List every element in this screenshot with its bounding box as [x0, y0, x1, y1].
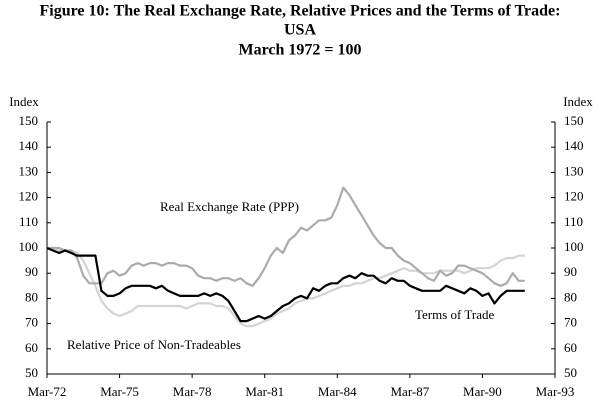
- y2-tick-label: 70: [564, 315, 577, 330]
- y-tick-label: 140: [19, 138, 39, 153]
- x-tick-label: Mar-78: [173, 384, 212, 399]
- series-label: Terms of Trade: [415, 307, 494, 322]
- x-tick-label: Mar-90: [463, 384, 502, 399]
- y2-tick-label: 110: [564, 214, 583, 229]
- x-tick-label: Mar-93: [536, 384, 575, 399]
- chart-title: March 1972 = 100: [238, 42, 361, 59]
- y-tick-label: 60: [25, 340, 38, 355]
- x-tick-label: Mar-75: [100, 384, 139, 399]
- y-tick-label: 150: [19, 113, 39, 128]
- y2-tick-label: 60: [564, 340, 577, 355]
- y2-tick-label: 140: [564, 138, 584, 153]
- y2-tick-label: 120: [564, 189, 584, 204]
- chart-title: Figure 10: The Real Exchange Rate, Relat…: [40, 3, 561, 20]
- y2-tick-label: 50: [564, 365, 577, 380]
- line-series: [47, 186, 525, 287]
- y-tick-label: 120: [19, 189, 39, 204]
- series-label: Relative Price of Non-Tradeables: [67, 337, 241, 352]
- y-tick-label: 110: [19, 214, 38, 229]
- x-tick-label: Mar-81: [245, 384, 284, 399]
- y2-tick-label: 130: [564, 163, 584, 178]
- y-tick-label: 50: [25, 365, 38, 380]
- line-series: [47, 246, 525, 328]
- y-tick-label: 70: [25, 315, 38, 330]
- y-tick-label: 100: [19, 239, 39, 254]
- x-tick-label: Mar-84: [318, 384, 357, 399]
- chart-title: USA: [284, 22, 316, 39]
- x-tick-label: Mar-87: [390, 384, 429, 399]
- y-tick-label: 130: [19, 163, 39, 178]
- y-tick-label: 90: [25, 264, 38, 279]
- x-tick-label: Mar-72: [28, 384, 67, 399]
- series-label: Real Exchange Rate (PPP): [160, 199, 299, 214]
- y2-tick-label: 90: [564, 264, 577, 279]
- y-tick-label: 80: [25, 289, 38, 304]
- y2-tick-label: 100: [564, 239, 584, 254]
- y2-axis-label: Index: [563, 94, 593, 109]
- y2-tick-label: 80: [564, 289, 577, 304]
- y-axis-label: Index: [9, 94, 39, 109]
- y2-tick-label: 150: [564, 113, 584, 128]
- line-series: [46, 246, 525, 323]
